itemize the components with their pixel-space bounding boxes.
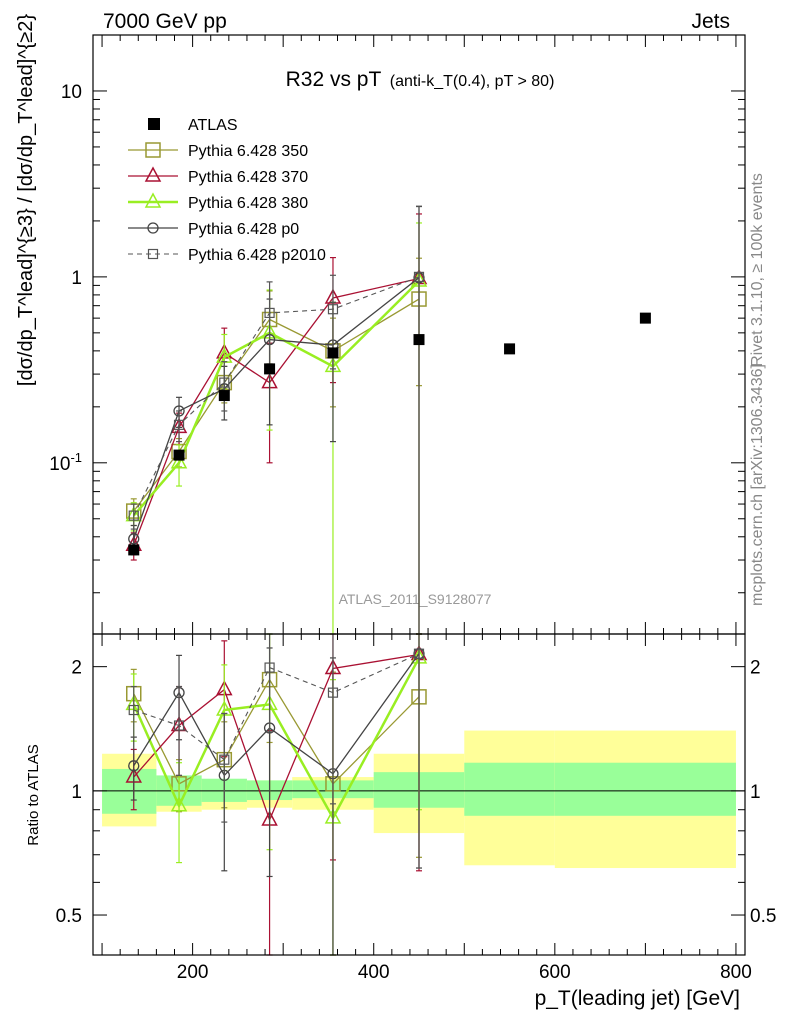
atlas-data-point (128, 544, 140, 556)
top-series-line (133, 298, 420, 512)
ratio-series-point (327, 687, 339, 698)
ratio-series-point (128, 760, 140, 772)
top-panel-series (125, 205, 428, 635)
legend-symbol (147, 222, 159, 234)
legend: ATLAS Pythia 6.428 350 Pythia 6.428 370 Pyt… (128, 117, 326, 264)
legend-label: Pythia 6.428 p2010 (188, 247, 326, 264)
legend-item: Pythia 6.428 p0 (128, 221, 299, 238)
band-green (554, 762, 736, 816)
x-tick-label: 400 (358, 962, 390, 983)
y-tick-label-top: 10-1 (49, 450, 82, 475)
y-axis-title-bottom: Ratio to ATLAS (25, 744, 42, 845)
ratio-series-point (219, 754, 230, 765)
atlas-data-point (218, 390, 230, 402)
legend-item: Pythia 6.428 p2010 (128, 247, 326, 264)
top-series (126, 257, 427, 527)
atlas-data-point (327, 347, 339, 359)
legend-item: Pythia 6.428 350 (128, 142, 308, 160)
legend-item: Pythia 6.428 380 (128, 192, 308, 212)
y-tick-label-bottom-right: 2 (750, 658, 761, 679)
x-tick-label: 200 (177, 962, 209, 983)
atlas-data-point (504, 343, 516, 355)
legend-label: ATLAS (188, 117, 238, 134)
top-series-point (413, 271, 425, 282)
ratio-panel-series (125, 633, 428, 956)
legend-item: Pythia 6.428 370 (128, 166, 308, 186)
y-tick-label-bottom: 1 (71, 782, 82, 803)
legend-symbol (144, 192, 162, 208)
y-tick-label-top: 1 (71, 268, 82, 289)
ratio-series-line (132, 657, 421, 821)
legend-symbol (148, 118, 160, 130)
analysis-label: ATLAS_2011_S9128077 (339, 591, 492, 607)
legend-symbol (145, 142, 161, 158)
x-axis-title: p_T(leading jet) [GeV] (535, 987, 740, 1010)
band-green (464, 762, 555, 816)
ratio-series-line (133, 678, 420, 785)
band-green (102, 768, 157, 814)
top-series-point (128, 510, 139, 521)
atlas-data-point (264, 363, 276, 375)
top-series-point (264, 307, 275, 319)
legend-symbol (147, 248, 159, 260)
ratio-series-line (133, 653, 420, 761)
ratio-series-point (173, 720, 185, 731)
ratio-series (128, 633, 425, 869)
top-series-point (219, 377, 230, 388)
ratio-series-point (128, 704, 139, 716)
y-tick-label-bottom: 2 (71, 658, 82, 679)
y-axis-title-top: [dσ/dp_T^lead]^{≥3} / [dσ/dp_T^lead]^{≥2… (15, 14, 37, 387)
top-series (125, 222, 428, 635)
y-tick-label-bottom-right: 1 (750, 782, 761, 803)
axis-ticks: 200 400 600 800 10-1 1 10 0.5 0.5 1 1 2 2 (49, 34, 776, 983)
y-tick-label-bottom: 0.5 (56, 906, 82, 927)
ratio-series-point (170, 796, 188, 812)
legend-item: ATLAS (148, 117, 238, 134)
top-series-line (133, 276, 420, 516)
x-tick-label: 600 (539, 962, 571, 983)
panel-frames (92, 34, 746, 956)
x-tick-label: 800 (720, 962, 752, 983)
top-series (125, 213, 428, 635)
atlas-data-point (639, 312, 651, 324)
top-series-line (133, 277, 420, 546)
legend-label: Pythia 6.428 380 (188, 195, 308, 212)
category-label: Jets (691, 10, 730, 33)
rivet-label: Rivet 3.1.10, ≥ 100k events (749, 173, 766, 367)
ratio-series-line (133, 653, 420, 777)
ratio-series-line (133, 653, 420, 822)
y-tick-label-top: 10 (61, 82, 82, 103)
y-tick-label-bottom-right: 0.5 (750, 906, 776, 927)
top-series-point (173, 419, 185, 430)
top-series-line (133, 277, 420, 540)
energy-label: 7000 GeV pp (103, 10, 227, 33)
top-series-point (128, 533, 140, 545)
bottom-frame (92, 633, 746, 956)
ratio-series-point (264, 662, 275, 673)
legend-symbol (144, 166, 162, 182)
top-series-point (170, 453, 188, 469)
atlas-data-point (173, 449, 185, 461)
top-series-line (132, 280, 420, 517)
legend-label: Pythia 6.428 370 (188, 169, 308, 186)
legend-label: Pythia 6.428 p0 (188, 221, 299, 238)
top-series (128, 205, 425, 635)
ratio-series-point (413, 648, 425, 659)
legend-label: Pythia 6.428 350 (188, 143, 308, 160)
top-series-point (327, 304, 339, 315)
atlas-data-points (128, 312, 651, 556)
chart-title: R32 vs pT (anti-k_T(0.4), pT > 80) (286, 68, 555, 91)
site-label: mcplots.cern.ch [arXiv:1306.3436] (749, 364, 766, 606)
atlas-data-point (413, 334, 425, 346)
top-series (128, 205, 425, 635)
